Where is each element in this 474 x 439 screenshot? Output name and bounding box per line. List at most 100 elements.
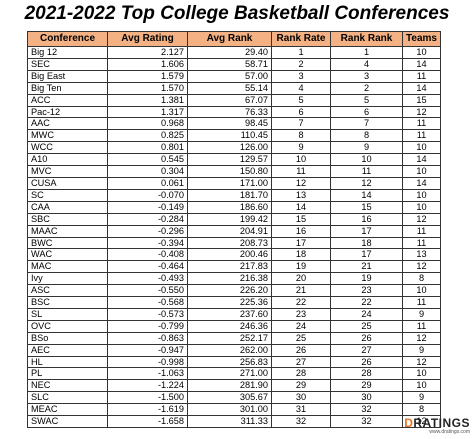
- cell-conference: Big Ten: [27, 81, 108, 95]
- cell-conference: WCC: [27, 141, 108, 155]
- cell-rank-rank: 21: [330, 260, 403, 274]
- cell-conference: Ivy: [27, 272, 108, 286]
- table-row: BWC -0.394 208.73 17 18 11: [27, 236, 441, 250]
- cell-rank-rank: 27: [330, 343, 403, 357]
- cell-avg-rank: 126.00: [187, 141, 272, 155]
- cell-conference: AEC: [27, 343, 108, 357]
- table-row: MEAC -1.619 301.00 31 32 8: [27, 403, 441, 417]
- cell-rank-rate: 18: [271, 248, 331, 262]
- cell-rank-rank: 15: [330, 200, 403, 214]
- cell-rank-rank: 28: [330, 367, 403, 381]
- cell-avg-rank: 98.45: [187, 117, 272, 131]
- cell-rank-rate: 6: [271, 105, 331, 119]
- cell-rank-rank: 16: [330, 212, 403, 226]
- cell-teams: 10: [402, 141, 441, 155]
- table-row: ASC -0.550 226.20 21 23 10: [27, 284, 441, 298]
- cell-rank-rate: 3: [271, 69, 331, 83]
- cell-rank-rank: 12: [330, 176, 403, 190]
- cell-rank-rank: 1: [330, 46, 403, 59]
- table-row: Pac-12 1.317 76.33 6 6 12: [27, 105, 441, 119]
- cell-avg-rating: 1.317: [107, 105, 188, 119]
- cell-teams: 13: [402, 248, 441, 262]
- cell-rank-rank: 23: [330, 284, 403, 298]
- cell-rank-rate: 5: [271, 93, 331, 107]
- cell-rank-rank: 8: [330, 129, 403, 143]
- cell-avg-rating: -0.568: [107, 296, 188, 309]
- cell-avg-rank: 150.80: [187, 165, 272, 178]
- cell-rank-rate: 14: [271, 200, 331, 214]
- cell-rank-rate: 24: [271, 319, 331, 333]
- conference-table: Conference Avg Rating Avg Rank Rank Rate…: [27, 31, 441, 428]
- cell-avg-rating: 1.381: [107, 93, 188, 107]
- table-row: BSo -0.863 252.17 25 26 12: [27, 331, 441, 345]
- cell-teams: 10: [402, 200, 441, 214]
- cell-rank-rate: 27: [271, 355, 331, 369]
- table-row: A10 0.545 129.57 10 10 14: [27, 153, 441, 167]
- cell-rank-rank: 4: [330, 57, 403, 71]
- cell-teams: 8: [402, 403, 441, 417]
- cell-avg-rating: -0.408: [107, 248, 188, 262]
- cell-avg-rank: 305.67: [187, 391, 272, 405]
- cell-conference: MVC: [27, 165, 108, 178]
- cell-teams: 12: [402, 415, 441, 428]
- table-row: SEC 1.606 58.71 2 4 14: [27, 57, 441, 71]
- cell-rank-rate: 20: [271, 272, 331, 286]
- header-avg-rank: Avg Rank: [187, 31, 272, 47]
- cell-teams: 10: [402, 165, 441, 178]
- cell-avg-rating: -1.224: [107, 379, 188, 393]
- cell-rank-rate: 13: [271, 188, 331, 202]
- cell-conference: ACC: [27, 93, 108, 107]
- cell-rank-rate: 1: [271, 46, 331, 59]
- cell-rank-rank: 11: [330, 165, 403, 178]
- cell-rank-rank: 29: [330, 379, 403, 393]
- cell-rank-rank: 14: [330, 188, 403, 202]
- cell-rank-rank: 26: [330, 355, 403, 369]
- logo-wordmark: RATINGS: [413, 416, 470, 430]
- cell-avg-rank: 181.70: [187, 188, 272, 202]
- cell-avg-rating: -0.573: [107, 307, 188, 321]
- cell-teams: 11: [402, 296, 441, 309]
- header-rank-rank: Rank Rank: [330, 31, 403, 47]
- table-row: MWC 0.825 110.45 8 8 11: [27, 129, 441, 143]
- cell-conference: OVC: [27, 319, 108, 333]
- cell-conference: SEC: [27, 57, 108, 71]
- table-row: Big 12 2.127 29.40 1 1 10: [27, 46, 441, 59]
- cell-teams: 8: [402, 272, 441, 286]
- cell-teams: 14: [402, 57, 441, 71]
- table-row: CAA -0.149 186.60 14 15 10: [27, 200, 441, 214]
- table-row: AEC -0.947 262.00 26 27 9: [27, 343, 441, 357]
- cell-rank-rank: 32: [330, 415, 403, 428]
- cell-avg-rank: 57.00: [187, 69, 272, 83]
- cell-rank-rate: 16: [271, 224, 331, 238]
- cell-rank-rank: 25: [330, 319, 403, 333]
- cell-teams: 11: [402, 319, 441, 333]
- cell-avg-rating: 1.579: [107, 69, 188, 83]
- cell-teams: 12: [402, 331, 441, 345]
- cell-avg-rank: 271.00: [187, 367, 272, 381]
- cell-teams: 14: [402, 81, 441, 95]
- cell-rank-rate: 28: [271, 367, 331, 381]
- table-row: MAC -0.464 217.83 19 21 12: [27, 260, 441, 274]
- table-row: MAAC -0.296 204.91 16 17 11: [27, 224, 441, 238]
- table-row: Big East 1.579 57.00 3 3 11: [27, 69, 441, 83]
- cell-avg-rank: 301.00: [187, 403, 272, 417]
- cell-avg-rank: 76.33: [187, 105, 272, 119]
- cell-avg-rank: 55.14: [187, 81, 272, 95]
- cell-rank-rate: 29: [271, 379, 331, 393]
- cell-rank-rate: 8: [271, 129, 331, 143]
- cell-avg-rank: 110.45: [187, 129, 272, 143]
- cell-avg-rank: 226.20: [187, 284, 272, 298]
- cell-rank-rate: 7: [271, 117, 331, 131]
- cell-teams: 10: [402, 188, 441, 202]
- cell-rank-rate: 17: [271, 236, 331, 250]
- cell-conference: SLC: [27, 391, 108, 405]
- header-conference: Conference: [27, 31, 108, 47]
- cell-conference: BWC: [27, 236, 108, 250]
- cell-avg-rank: 217.83: [187, 260, 272, 274]
- cell-teams: 12: [402, 105, 441, 119]
- cell-avg-rank: 29.40: [187, 46, 272, 59]
- cell-avg-rating: -0.070: [107, 188, 188, 202]
- cell-teams: 12: [402, 212, 441, 226]
- cell-conference: Big East: [27, 69, 108, 83]
- cell-teams: 11: [402, 224, 441, 238]
